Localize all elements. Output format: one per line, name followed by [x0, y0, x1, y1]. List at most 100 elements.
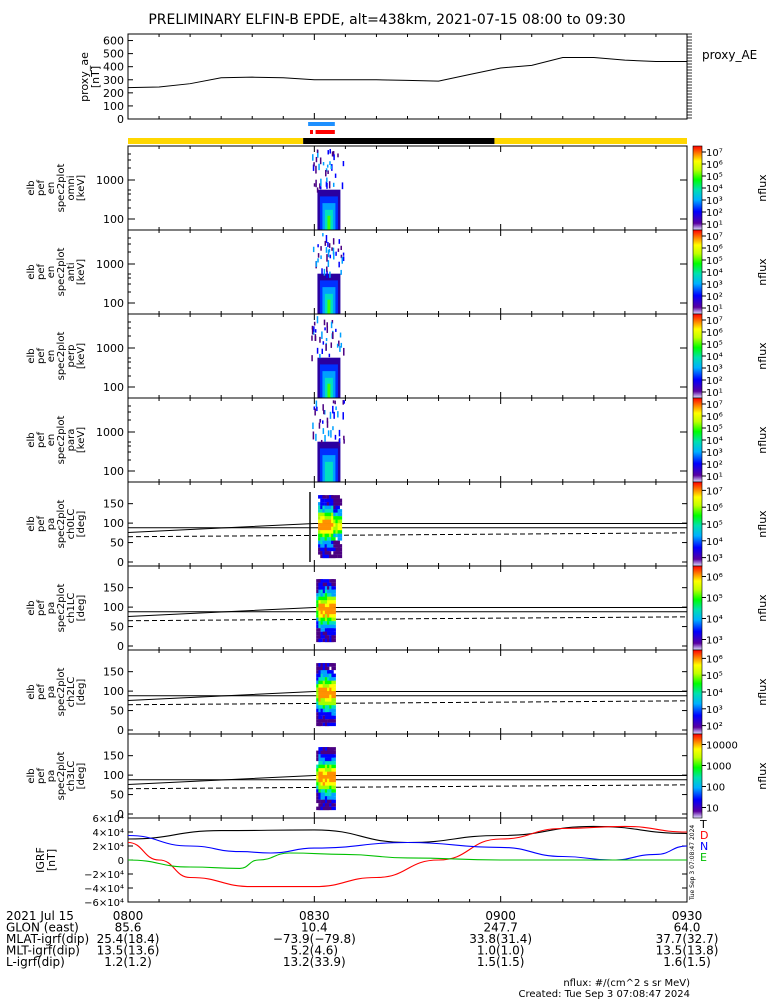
anti-loss-cone-line: [127, 700, 688, 706]
xaxis-row-value: 25.4(18.4): [97, 932, 160, 946]
pa-cell: [335, 505, 340, 510]
colorbar-label: nflux: [756, 510, 769, 538]
spectrogram-speckle: [327, 260, 330, 268]
anti-loss-cone-line: [127, 532, 688, 538]
colorbar-tick-label: 1000: [706, 762, 731, 773]
pa-cell: [331, 761, 336, 765]
spectrogram-speckle: [329, 148, 331, 154]
proxy-ae-line: [127, 57, 687, 89]
xaxis-row-value: 0830: [299, 909, 330, 923]
spectrogram-speckle: [330, 165, 333, 170]
spectrogram-speckle: [334, 434, 337, 440]
data-collection-bar: [315, 130, 335, 134]
spectrogram-speckle: [331, 319, 334, 324]
energy-spectrogram-panel: [127, 397, 688, 483]
y-tick-label: 500: [103, 48, 124, 61]
colorbar-tick-label: 10000: [706, 741, 738, 752]
spectrogram-speckle: [312, 164, 315, 171]
pa-cell: [331, 537, 336, 541]
pa-cell: [331, 631, 336, 636]
spectrogram-speckle: [311, 328, 314, 335]
spectrogram-speckle: [315, 400, 318, 408]
y-axis-label: elbpefenspec2plotomni[keV]: [26, 164, 87, 213]
pa-cell: [337, 533, 343, 538]
colorbar-tick-label: 10: [706, 804, 719, 815]
colorbar-tick-label: 10⁴: [706, 352, 723, 363]
spectrogram-speckle: [325, 344, 327, 351]
igrf-E-line: [127, 852, 687, 869]
spectrogram-speckle: [322, 428, 325, 434]
energy-spectrogram-panel: [127, 145, 688, 231]
xaxis-row-value: 247.7: [483, 921, 517, 935]
y-tick-label: 6×10⁴: [93, 814, 124, 825]
pa-cell: [331, 673, 336, 678]
pa-cell: [337, 519, 343, 524]
spectrogram-speckle: [326, 326, 329, 333]
colorbar: [692, 565, 703, 651]
colorbar: [692, 313, 703, 399]
colorbar-tick-label: 10⁵: [706, 424, 723, 435]
pa-cell: [335, 495, 340, 499]
pa-cell: [335, 540, 340, 545]
pa-cell: [331, 757, 336, 762]
colorbar-tick-label: 10⁵: [706, 340, 723, 351]
spectrogram-speckle: [342, 160, 345, 167]
spectrogram-speckle: [326, 421, 329, 428]
spectrogram-speckle: [333, 411, 335, 419]
spectrogram-speckle: [333, 154, 335, 161]
y-tick-label: 0: [117, 640, 124, 653]
pa-cell: [337, 530, 343, 534]
pa-cell: [331, 778, 336, 783]
pa-cell: [331, 796, 336, 800]
spectrogram-speckle: [328, 243, 331, 248]
y-tick-label: 1000: [96, 258, 124, 271]
pa-cell: [316, 631, 321, 636]
y-tick-label: 100: [103, 100, 124, 113]
pa-cell: [337, 544, 343, 548]
y-tick-label: 0: [117, 808, 124, 821]
pa-cell: [331, 789, 336, 793]
pa-cell: [327, 582, 332, 587]
spectrogram-speckle: [312, 422, 314, 430]
spectrogram-speckle: [312, 330, 315, 335]
pa-cell: [331, 579, 336, 583]
colorbar: [692, 649, 703, 735]
proxy-ae-panel: [127, 33, 688, 120]
xaxis-row-value: 1.5(1.5): [477, 955, 525, 969]
y-tick-label: −2×10⁴: [84, 870, 124, 881]
spectrogram-speckle: [321, 348, 324, 354]
spectrogram-speckle: [316, 187, 319, 193]
spectrogram-speckle: [311, 355, 313, 362]
y-tick-label: 50: [110, 537, 124, 550]
xaxis-row-label: L-igrf(dip): [6, 955, 65, 969]
y-tick-label: 2×10⁴: [93, 842, 124, 853]
spectrogram-speckle: [319, 157, 322, 165]
spectrogram-speckle: [342, 256, 345, 262]
colorbar-tick-label: 10⁶: [706, 244, 723, 255]
pa-cell: [331, 768, 336, 772]
colorbar-tick-label: 10⁵: [706, 594, 723, 605]
y-tick-label: 50: [110, 621, 124, 634]
spectrogram-speckle: [313, 326, 315, 332]
spectrogram-speckle: [323, 410, 325, 415]
pa-cell: [331, 547, 336, 552]
spectrogram-speckle: [333, 251, 335, 260]
spectrogram-speckle: [320, 186, 322, 190]
xaxis-row-label: GLON (east): [6, 921, 79, 935]
spectrogram-speckle: [325, 235, 328, 243]
pa-cell: [320, 579, 326, 583]
spectrogram-speckle: [314, 408, 316, 416]
colorbar-tick-label: 10¹: [706, 388, 723, 399]
pa-cell: [331, 771, 336, 776]
spectrogram-speckle: [312, 154, 314, 161]
spectrogram-speckle: [314, 334, 317, 341]
pa-cell: [327, 747, 332, 751]
spectrogram-speckle: [343, 435, 345, 440]
pa-cell: [331, 701, 336, 706]
pa-cell: [331, 635, 336, 639]
spectrogram-speckle: [326, 254, 328, 262]
igrf-T-line: [127, 825, 688, 844]
spectrogram-speckle: [339, 346, 341, 352]
colorbar: [692, 733, 703, 819]
